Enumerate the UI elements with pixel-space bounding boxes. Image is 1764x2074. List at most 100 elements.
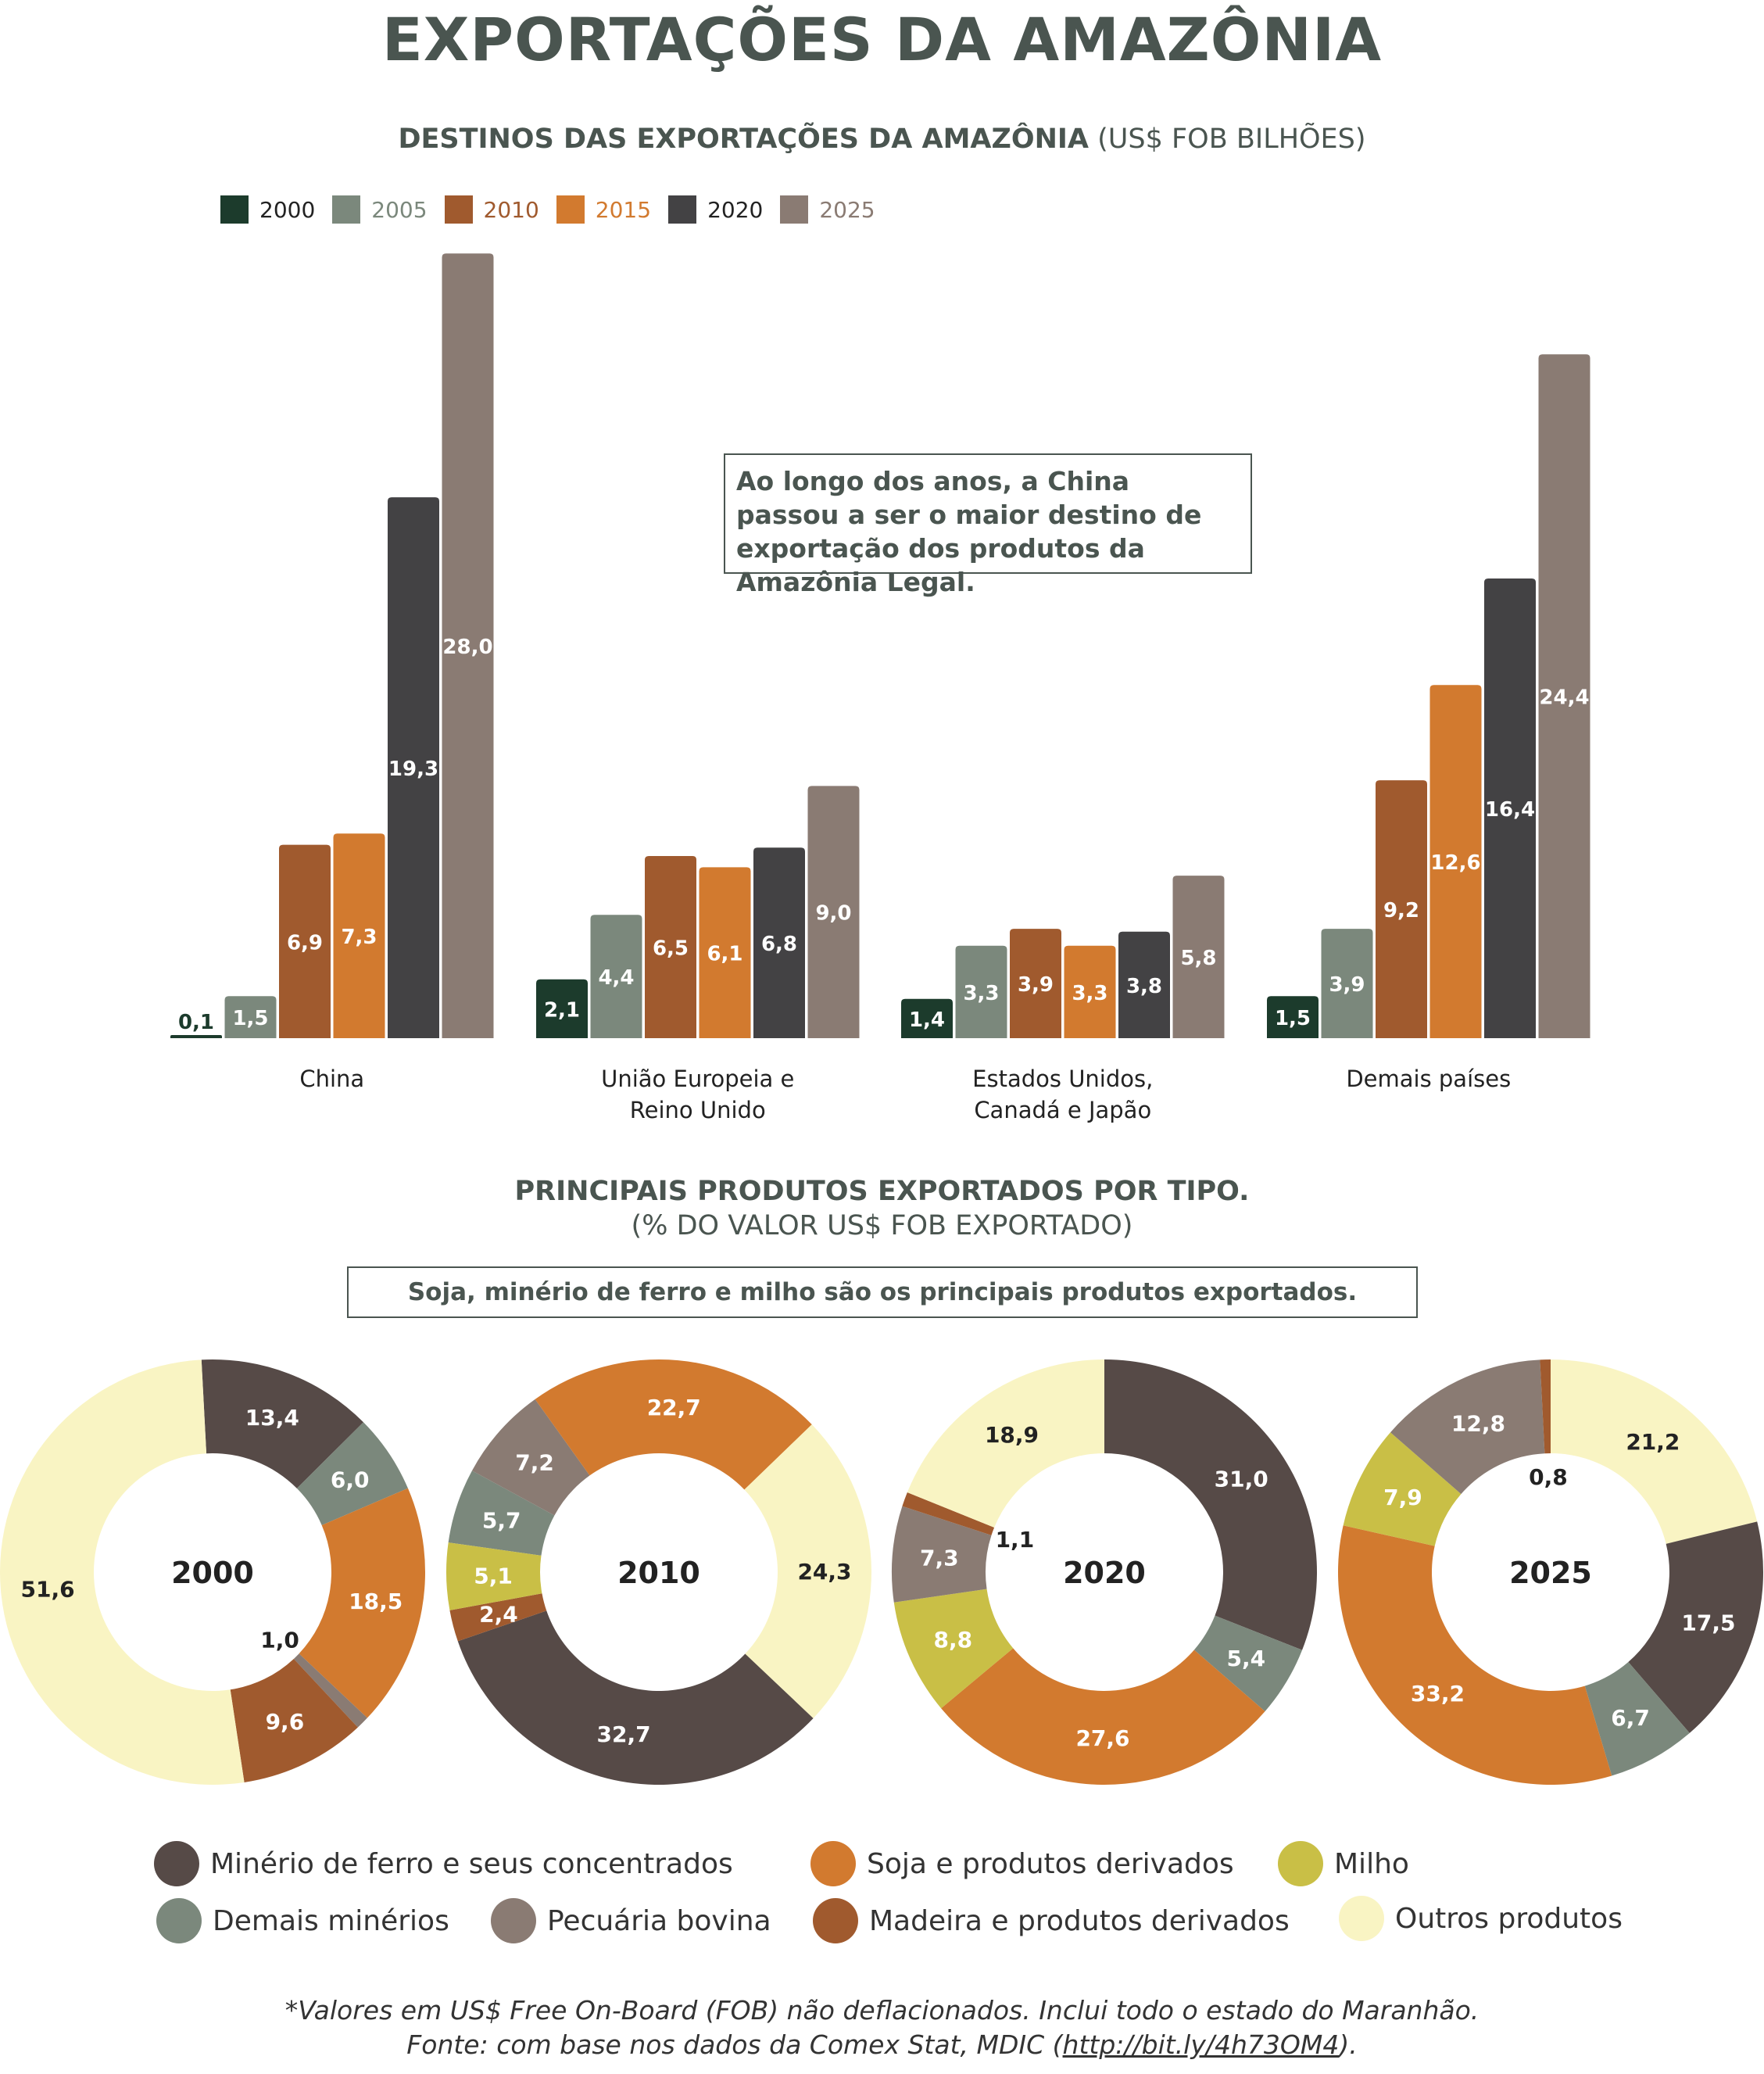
- legend-item-2005: 2005: [332, 195, 428, 224]
- bar-2005-0: [224, 996, 277, 1038]
- category-label: União Europeia e: [601, 1066, 794, 1092]
- footnote-source: Fonte: com base nos dados da Comex Stat,…: [0, 2028, 1764, 2062]
- legend-label: Pecuária bovina: [547, 1904, 771, 1937]
- donut-value-label: 6,0: [331, 1467, 370, 1492]
- bar-2015-3: [1429, 685, 1482, 1038]
- donut-value-label: 0,8: [1529, 1464, 1568, 1490]
- legend-label: Minério de ferro e seus concentrados: [210, 1847, 733, 1880]
- donut-value-label: 18,5: [349, 1589, 403, 1614]
- category-label: Reino Unido: [630, 1097, 766, 1123]
- bar-value-label: 3,9: [1018, 973, 1054, 997]
- bar-value-label: 28,0: [442, 636, 492, 659]
- donut-slice-outros: [1551, 1359, 1758, 1544]
- donut-value-label: 32,7: [597, 1721, 651, 1747]
- legend-dot: [1278, 1841, 1323, 1886]
- donut-slice-minerio: [1628, 1521, 1764, 1733]
- donut-year-label: 2020: [1063, 1556, 1146, 1590]
- bar-2020-3: [1484, 578, 1536, 1038]
- donut-slice-madeira: [902, 1492, 995, 1535]
- bar-2015-1: [699, 867, 751, 1038]
- donut-year-label: 2010: [617, 1556, 700, 1590]
- legend-swatch: [556, 195, 585, 224]
- donut-slice-minerio: [201, 1359, 363, 1488]
- legend-label: Milho: [1334, 1847, 1409, 1880]
- bar-2025-2: [1172, 876, 1225, 1038]
- legend-item-2020: 2020: [668, 195, 763, 224]
- bar-value-label: 0,1: [178, 1011, 214, 1034]
- legend-item-outros: Outros produtos: [1339, 1896, 1623, 1941]
- legend-item-2010: 2010: [444, 195, 539, 224]
- donut-value-label: 5,1: [474, 1563, 513, 1589]
- legend-dot: [154, 1841, 199, 1886]
- donut-chart-subtitle-unit: (% DO VALOR US$ FOB EXPORTADO): [631, 1210, 1133, 1241]
- bar-2005-2: [955, 945, 1007, 1038]
- bar-2010-2: [1010, 929, 1061, 1038]
- bar-value-label: 3,8: [1126, 975, 1162, 998]
- donut-slice-demais_min: [1584, 1662, 1690, 1776]
- bar-2015-0: [333, 833, 385, 1038]
- donut-slice-milho: [445, 1542, 542, 1610]
- legend-label: 2015: [595, 196, 652, 223]
- bar-value-label: 9,2: [1383, 899, 1419, 922]
- donut-value-label: 5,7: [482, 1508, 521, 1534]
- bar-value-label: 5,8: [1180, 947, 1216, 970]
- donut-value-label: 21,2: [1626, 1429, 1680, 1455]
- bar-chart-subtitle-unit: (US$ FOB BILHÕES): [1097, 124, 1366, 155]
- donut-slice-soja: [941, 1648, 1265, 1785]
- footnote-source-prefix: Fonte: com base nos dados da Comex Stat,…: [406, 2029, 1063, 2060]
- legend-item-pecuaria: Pecuária bovina: [491, 1898, 771, 1943]
- bar-value-label: 4,4: [598, 966, 634, 990]
- bar-value-label: 6,5: [653, 937, 689, 960]
- donut-value-label: 7,9: [1383, 1485, 1422, 1510]
- donut-slice-minerio: [1104, 1359, 1317, 1650]
- donut-slice-soja: [535, 1359, 812, 1490]
- donut-slice-madeira: [1540, 1359, 1551, 1454]
- donut-slice-soja: [299, 1488, 425, 1718]
- donut-value-label: 1,1: [996, 1527, 1035, 1553]
- legend-label: 2020: [707, 196, 764, 223]
- donut-slice-madeira: [230, 1658, 358, 1782]
- legend-item-madeira: Madeira e produtos derivados: [813, 1898, 1290, 1943]
- bar-2010-1: [645, 855, 696, 1038]
- bar-2000-1: [536, 979, 588, 1038]
- legend-swatch: [332, 195, 361, 224]
- donut-2025: 21,2 17,5 6,7 33,2 7,9 12,8 0,8 2025: [1338, 1359, 1764, 1785]
- donut-slice-pecuaria: [293, 1653, 367, 1728]
- donut-2010: 5,7 7,2 22,7 24,3 32,7 2,4 5,1 2010: [445, 1359, 871, 1785]
- bar-value-label: 2,1: [544, 998, 580, 1022]
- bar-2020-1: [753, 847, 805, 1038]
- source-link[interactable]: http://bit.ly/4h73OM4: [1062, 2029, 1340, 2060]
- legend-item-soja: Soja e produtos derivados: [810, 1841, 1234, 1886]
- footnote-values: *Valores em US$ Free On-Board (FOB) não …: [284, 1995, 1480, 2026]
- donut-value-label: 6,7: [1611, 1705, 1650, 1731]
- donut-year-label: 2025: [1509, 1556, 1592, 1590]
- bar-value-label: 7,3: [341, 926, 377, 949]
- donut-2000: 13,4 6,0 18,5 1,0 9,6 51,6 2000: [0, 1359, 425, 1785]
- bar-value-label: 16,4: [1485, 798, 1535, 822]
- donut-slice-milho: [893, 1589, 1014, 1709]
- donut-slice-pecuaria: [471, 1399, 590, 1516]
- legend-item-demais_min: Demais minérios: [156, 1898, 449, 1943]
- legend-dot: [491, 1898, 536, 1943]
- donut-slice-pecuaria: [1390, 1359, 1545, 1495]
- category-label: Canadá e Japão: [974, 1097, 1151, 1123]
- legend-item-2000: 2000: [220, 195, 315, 224]
- donut-slice-outros: [0, 1359, 245, 1785]
- legend-item-2025: 2025: [780, 195, 875, 224]
- donut-value-label: 31,0: [1215, 1467, 1268, 1492]
- donut-value-label: 2,4: [479, 1602, 518, 1628]
- donut-value-label: 13,4: [245, 1405, 299, 1431]
- bar-value-label: 3,3: [963, 982, 999, 1005]
- bar-chart-legend: 2000 2005 2010 2015 2020 2025: [220, 194, 893, 225]
- donut-value-label: 27,6: [1075, 1725, 1129, 1751]
- donut-value-label: 7,2: [515, 1450, 554, 1476]
- donut-value-label: 7,3: [920, 1546, 959, 1571]
- bar-chart-callout: Ao longo dos anos, a China passou a ser …: [724, 453, 1252, 597]
- donut-year-label: 2000: [171, 1556, 254, 1590]
- donut-slice-outros: [907, 1359, 1104, 1528]
- legend-dot: [813, 1898, 858, 1943]
- bar-category-labels: China União Europeia e Reino Unido Estados …: [299, 1066, 1511, 1123]
- legend-label: Madeira e produtos derivados: [869, 1904, 1290, 1937]
- category-label: Estados Unidos,: [972, 1066, 1153, 1092]
- legend-swatch: [780, 195, 809, 224]
